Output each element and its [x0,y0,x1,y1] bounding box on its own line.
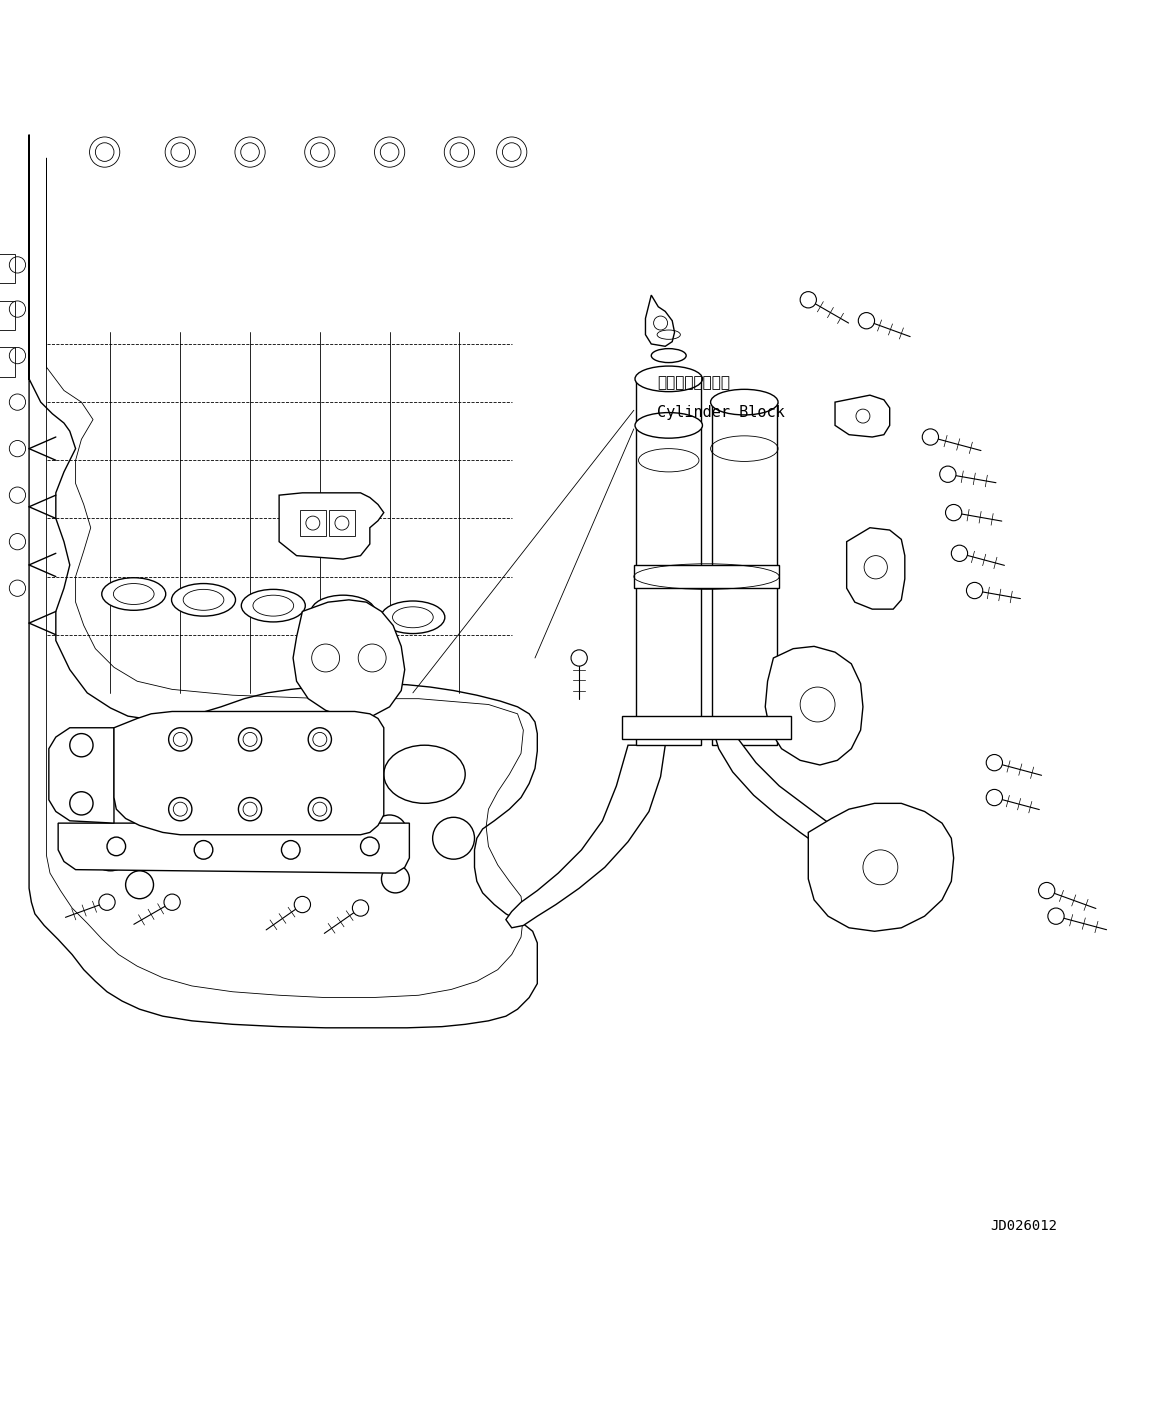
Circle shape [922,428,939,445]
Circle shape [951,545,968,561]
Circle shape [281,841,300,859]
Bar [636,379,701,745]
Circle shape [361,837,379,855]
Circle shape [95,142,114,162]
Ellipse shape [651,348,686,362]
Circle shape [858,313,875,328]
Ellipse shape [102,578,166,610]
Circle shape [70,792,93,814]
Polygon shape [765,647,863,765]
Circle shape [450,142,469,162]
Circle shape [308,797,331,821]
Circle shape [238,797,262,821]
Ellipse shape [635,366,702,392]
Polygon shape [622,716,791,740]
Polygon shape [279,493,384,559]
Circle shape [352,900,369,916]
Circle shape [70,734,93,757]
Bar [0,302,15,330]
Polygon shape [634,565,779,588]
Bar [0,348,15,376]
Bar [300,510,326,535]
Circle shape [302,814,337,850]
Circle shape [986,754,1003,771]
Circle shape [99,895,115,910]
Circle shape [238,728,262,751]
Polygon shape [506,745,665,927]
Circle shape [1039,882,1055,899]
Polygon shape [114,712,384,834]
Circle shape [171,142,190,162]
Polygon shape [293,600,405,719]
Circle shape [372,814,407,850]
Ellipse shape [380,602,444,634]
Circle shape [169,728,192,751]
Circle shape [433,817,475,859]
Circle shape [1048,907,1064,924]
Polygon shape [808,803,954,931]
Circle shape [502,142,521,162]
Bar [712,402,777,745]
Polygon shape [847,528,905,609]
Text: シリンダブロック: シリンダブロック [657,375,730,390]
Text: Cylinder Block: Cylinder Block [657,404,785,420]
Ellipse shape [711,389,778,414]
Ellipse shape [635,413,702,438]
Circle shape [308,728,331,751]
Circle shape [126,871,154,899]
Circle shape [571,650,587,666]
Circle shape [90,828,131,871]
Circle shape [169,797,192,821]
Polygon shape [645,294,675,347]
Polygon shape [29,135,537,1027]
Circle shape [311,142,329,162]
Ellipse shape [171,583,235,616]
Polygon shape [49,728,114,823]
Circle shape [194,841,213,859]
Text: JD026012: JD026012 [990,1219,1057,1233]
Ellipse shape [384,745,465,803]
Circle shape [966,582,983,599]
Circle shape [381,865,409,893]
Circle shape [233,814,267,850]
Ellipse shape [242,589,305,621]
Ellipse shape [279,743,372,806]
Circle shape [107,837,126,855]
Circle shape [800,292,816,309]
Circle shape [380,142,399,162]
Bar [0,255,15,283]
Bar [329,510,355,535]
Circle shape [294,896,311,913]
Polygon shape [58,823,409,874]
Circle shape [241,142,259,162]
Ellipse shape [157,754,250,817]
Polygon shape [715,737,878,874]
Ellipse shape [311,595,374,628]
Circle shape [163,821,198,855]
Circle shape [164,895,180,910]
Circle shape [946,504,962,521]
Circle shape [940,466,956,482]
Polygon shape [835,395,890,437]
Circle shape [986,789,1003,806]
